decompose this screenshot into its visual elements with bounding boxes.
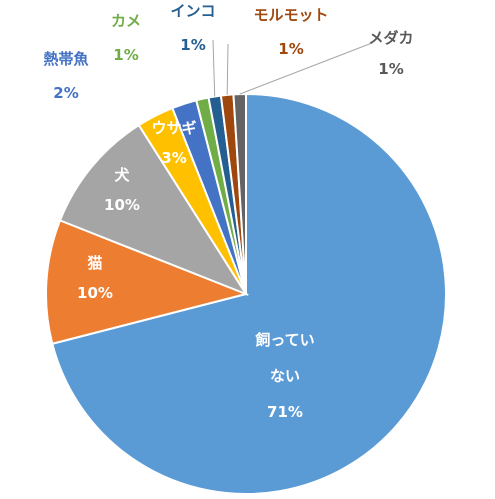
slice-label-1-line-1: 飼ってい bbox=[254, 331, 314, 349]
slice-label-6: カメ bbox=[111, 12, 141, 30]
leader-line-8 bbox=[226, 43, 229, 95]
slice-value-label-2: 10% bbox=[77, 284, 113, 302]
slice-label-2: 猫 bbox=[87, 254, 102, 272]
leader-line-7 bbox=[212, 39, 216, 97]
slice-value-label-6: 1% bbox=[113, 46, 138, 64]
leader-lines bbox=[212, 39, 373, 97]
slice-label-5: 熱帯魚 bbox=[43, 50, 88, 68]
slices-layer bbox=[45, 92, 447, 495]
pie-slice-3 bbox=[58, 123, 249, 297]
slice-label-3: 犬 bbox=[114, 166, 130, 184]
slice-label-7: インコ bbox=[170, 2, 215, 20]
slice-label-9: メダカ bbox=[368, 29, 413, 47]
slice-value-label-7: 1% bbox=[180, 36, 205, 54]
slice-value-label-3: 10% bbox=[104, 196, 140, 214]
leader-line-9 bbox=[239, 42, 373, 95]
slice-value-label-5: 2% bbox=[53, 84, 78, 102]
pie-slice-2 bbox=[45, 219, 250, 345]
slice-label-4: ウサギ bbox=[151, 119, 196, 137]
slice-value-label-4: 3% bbox=[161, 149, 186, 167]
pie-slice-1 bbox=[51, 92, 447, 495]
slice-label-8: モルモット bbox=[253, 6, 328, 24]
slice-value-label-9: 1% bbox=[378, 60, 403, 78]
slice-label-1-line-2: ない bbox=[270, 367, 300, 385]
slice-value-label-1: 71% bbox=[267, 403, 303, 421]
slice-value-label-8: 1% bbox=[278, 40, 303, 58]
